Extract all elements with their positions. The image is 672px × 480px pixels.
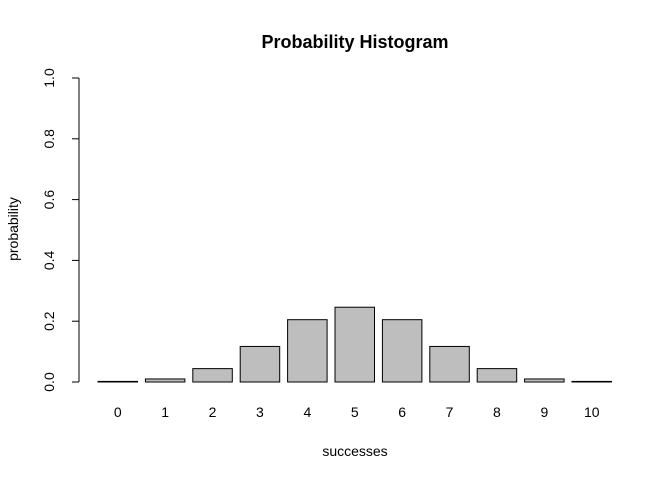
- x-tick-label: 6: [398, 404, 406, 420]
- bar-6: [381, 319, 423, 383]
- bar-5: [334, 306, 375, 383]
- bar-4: [287, 319, 328, 383]
- y-tick-label: 1.0: [41, 68, 57, 88]
- x-tick-label: 7: [446, 404, 454, 420]
- x-tick-label: 10: [584, 404, 600, 420]
- x-tick-label: 8: [493, 404, 501, 420]
- y-tick-label: 0.6: [41, 190, 57, 210]
- x-tick-label: 5: [351, 404, 359, 420]
- y-axis-label: probability: [5, 197, 21, 261]
- x-tick-label: 4: [303, 404, 311, 420]
- x-tick-label: 0: [114, 404, 122, 420]
- x-tick-label: 3: [256, 404, 264, 420]
- bar-9: [524, 378, 565, 383]
- bar-3: [239, 345, 281, 383]
- x-tick-labels: 0 1 2 3 4 5 6 7 8 9 10: [114, 404, 600, 420]
- y-axis: 0.0 0.2 0.4 0.6 0.8 1.0: [41, 68, 80, 392]
- bar-0: [97, 380, 138, 383]
- y-tick-label: 0.0: [41, 372, 57, 392]
- bar-7: [429, 345, 470, 383]
- chart-title: Probability Histogram: [261, 32, 448, 52]
- bar-1: [144, 378, 186, 383]
- bar-2: [192, 368, 233, 383]
- bar-10: [571, 380, 612, 383]
- x-axis-label: successes: [322, 443, 387, 459]
- y-tick-label: 0.8: [41, 129, 57, 149]
- bars-group: [97, 306, 612, 383]
- y-tick-label: 0.4: [41, 250, 57, 270]
- y-tick-label: 0.2: [41, 311, 57, 331]
- bar-8: [476, 368, 518, 383]
- x-tick-label: 1: [161, 404, 169, 420]
- x-tick-label: 9: [540, 404, 548, 420]
- x-tick-label: 2: [209, 404, 217, 420]
